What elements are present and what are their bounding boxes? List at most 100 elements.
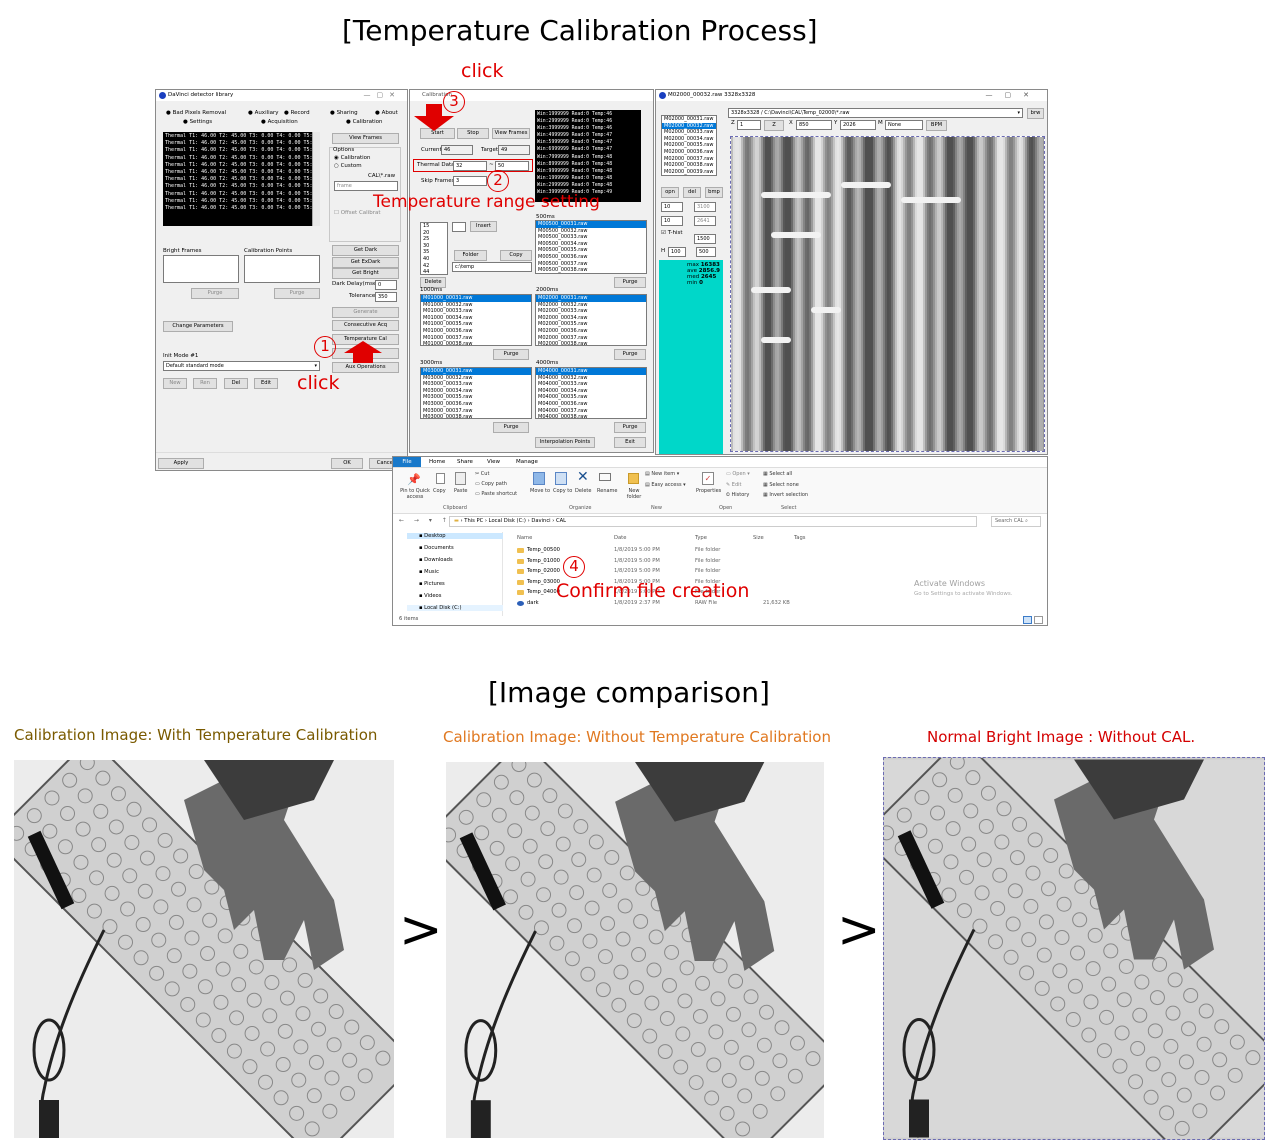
exit-button[interactable]: Exit: [614, 437, 646, 448]
aux-operations-button[interactable]: Aux Operations: [332, 362, 399, 373]
apply-button[interactable]: Apply: [158, 458, 204, 469]
copy-path-button[interactable]: ▭ Copy path: [475, 481, 507, 487]
breadcrumb[interactable]: ▬ › This PC › Local Disk (C:) › Davinci …: [449, 516, 977, 527]
nav-local-disk[interactable]: ▪ Local Disk (C:): [407, 605, 503, 611]
tab-manage[interactable]: Manage: [516, 459, 538, 465]
dark-delay-input[interactable]: 0: [375, 280, 397, 290]
tab-calibration[interactable]: ● Calibration: [346, 119, 383, 125]
offset-cal-checkbox[interactable]: ☐ Offset Calibrat: [334, 210, 381, 216]
files-500-list[interactable]: M00500_00031.raw M00500_00032.raw M00500_0…: [535, 220, 647, 274]
thermal-to-input[interactable]: 50: [495, 161, 529, 171]
copy-button[interactable]: Copy: [500, 250, 532, 261]
file-name[interactable]: Temp_00500: [527, 547, 560, 553]
bpm-button[interactable]: BPM: [926, 120, 947, 131]
edit-ribbon-button[interactable]: ✎ Edit: [726, 482, 742, 488]
nav-documents[interactable]: ▪ Documents: [419, 545, 454, 551]
bmp-button[interactable]: bmp: [705, 187, 723, 198]
temp-entry[interactable]: [452, 222, 466, 232]
file-name[interactable]: dark: [527, 600, 539, 606]
select-none-button[interactable]: ▦ Select none: [763, 482, 799, 488]
purge-points-button[interactable]: Purge: [274, 288, 320, 299]
opt-calibration-radio[interactable]: ◉ Calibration: [334, 155, 371, 161]
bright-frames-list[interactable]: [163, 255, 239, 283]
file-name[interactable]: Temp_02000: [527, 568, 560, 575]
purge-500-button[interactable]: Purge: [614, 277, 646, 288]
col-type[interactable]: Type: [695, 535, 707, 541]
properties-button[interactable]: Properties: [696, 488, 722, 494]
init-mode-select[interactable]: Default standard mode ▾: [163, 361, 320, 371]
files-2000-list[interactable]: M02000_00031.raw M02000_00032.raw M02000_0…: [535, 294, 647, 346]
col-size[interactable]: Size: [753, 535, 764, 541]
ok-button[interactable]: OK: [331, 458, 363, 469]
copy-to-button[interactable]: Copy to: [553, 488, 573, 494]
tab-about[interactable]: ● About: [375, 110, 398, 116]
tolerance-input[interactable]: 350: [375, 292, 397, 302]
change-parameters-button[interactable]: Change Parameters: [163, 321, 233, 332]
history-button[interactable]: ⏲ History: [726, 492, 750, 498]
tab-record[interactable]: ● Record: [284, 110, 310, 116]
tab-acquisition[interactable]: ● Acquisition: [261, 119, 298, 125]
new-button[interactable]: New: [163, 378, 187, 389]
view-frames-button[interactable]: View Frames: [332, 133, 399, 144]
purge-4000-button[interactable]: Purge: [614, 422, 646, 433]
thist-checkbox[interactable]: ☑ T-hist: [661, 230, 683, 236]
folder-path-input[interactable]: c:\temp: [452, 262, 532, 272]
files-1000-list[interactable]: M01000_00031.raw M01000_00032.raw M01000_0…: [420, 294, 532, 346]
file-name[interactable]: Temp_01000: [527, 557, 560, 564]
select-all-button[interactable]: ▦ Select all: [763, 471, 793, 477]
tab-share[interactable]: Share: [457, 459, 473, 465]
easy-access-button[interactable]: ▤ Easy access ▾: [645, 482, 686, 488]
window-controls-icon[interactable]: —▢✕: [363, 91, 401, 99]
nav-pictures[interactable]: ▪ Pictures: [419, 581, 445, 587]
del-button[interactable]: Del: [224, 378, 248, 389]
opt-custom-radio[interactable]: ○ Custom: [334, 163, 362, 169]
h-input[interactable]: 100: [668, 247, 686, 257]
cut-button[interactable]: ✂ Cut: [475, 471, 490, 477]
delete-ribbon-button[interactable]: Delete: [575, 488, 592, 494]
tiles-view-icon[interactable]: [1034, 616, 1043, 624]
details-view-icon[interactable]: [1023, 616, 1032, 624]
delete-temp-button[interactable]: Delete: [420, 277, 446, 288]
edit-button[interactable]: Edit: [254, 378, 278, 389]
get-bright-button[interactable]: Get Bright: [332, 268, 399, 279]
path-input[interactable]: 3328x3328 / C:\Davinci\CAL\Temp_02000\*.…: [728, 108, 1023, 118]
ren-button[interactable]: Ren: [193, 378, 217, 389]
folder-button[interactable]: Folder: [454, 250, 487, 261]
generate-button[interactable]: Generate: [332, 307, 399, 318]
m-select[interactable]: None: [885, 120, 923, 130]
invert-selection-button[interactable]: ▦ Invert selection: [763, 492, 809, 498]
val-a-input[interactable]: 10: [661, 202, 683, 212]
pin-quick-access-button[interactable]: Pin to Quick access: [400, 488, 430, 500]
files-3000-list[interactable]: M03000_00031.raw M03000_00032.raw M03000_0…: [420, 367, 532, 419]
opn-button[interactable]: opn: [661, 187, 679, 198]
tab-file[interactable]: File: [393, 457, 421, 467]
brw-button[interactable]: brw: [1027, 108, 1044, 119]
move-to-button[interactable]: Move to: [530, 488, 551, 494]
frame-input[interactable]: frame: [334, 181, 398, 191]
get-dark-button[interactable]: Get Dark: [332, 245, 399, 256]
tab-sharing[interactable]: ● Sharing: [330, 110, 358, 116]
tab-auxiliary[interactable]: ● Auxiliary: [248, 110, 279, 116]
purge-3000-button[interactable]: Purge: [493, 422, 529, 433]
z-input[interactable]: 1: [737, 120, 761, 130]
viewer-file-list[interactable]: M02000_00031.raw M02000_00032.raw M02000_0…: [661, 115, 717, 176]
paste-button[interactable]: Paste: [454, 488, 468, 494]
skip-frames-input[interactable]: 3: [453, 176, 487, 186]
file-name[interactable]: Temp_03000: [527, 578, 560, 585]
raw-image-view[interactable]: [730, 136, 1045, 452]
thermal-scrollbar[interactable]: [312, 132, 320, 226]
calibration-points-list[interactable]: [244, 255, 320, 283]
temp-list[interactable]: 15 20 25 30 35 40 42 44: [420, 222, 448, 275]
val-c-input[interactable]: 10: [661, 216, 683, 226]
col-name[interactable]: Name: [517, 535, 533, 541]
nav-music[interactable]: ▪ Music: [419, 569, 439, 575]
nav-downloads[interactable]: ▪ Downloads: [419, 557, 453, 563]
get-exdark-button[interactable]: Get ExDark: [332, 257, 399, 268]
val-d-input[interactable]: 2641: [694, 216, 716, 226]
del-viewer-button[interactable]: del: [683, 187, 701, 198]
stop-button[interactable]: Stop: [457, 128, 489, 139]
h2-input[interactable]: 500: [696, 247, 716, 257]
col-tags[interactable]: Tags: [794, 535, 806, 541]
insert-button[interactable]: Insert: [470, 221, 497, 232]
col-date[interactable]: Date: [614, 535, 627, 541]
